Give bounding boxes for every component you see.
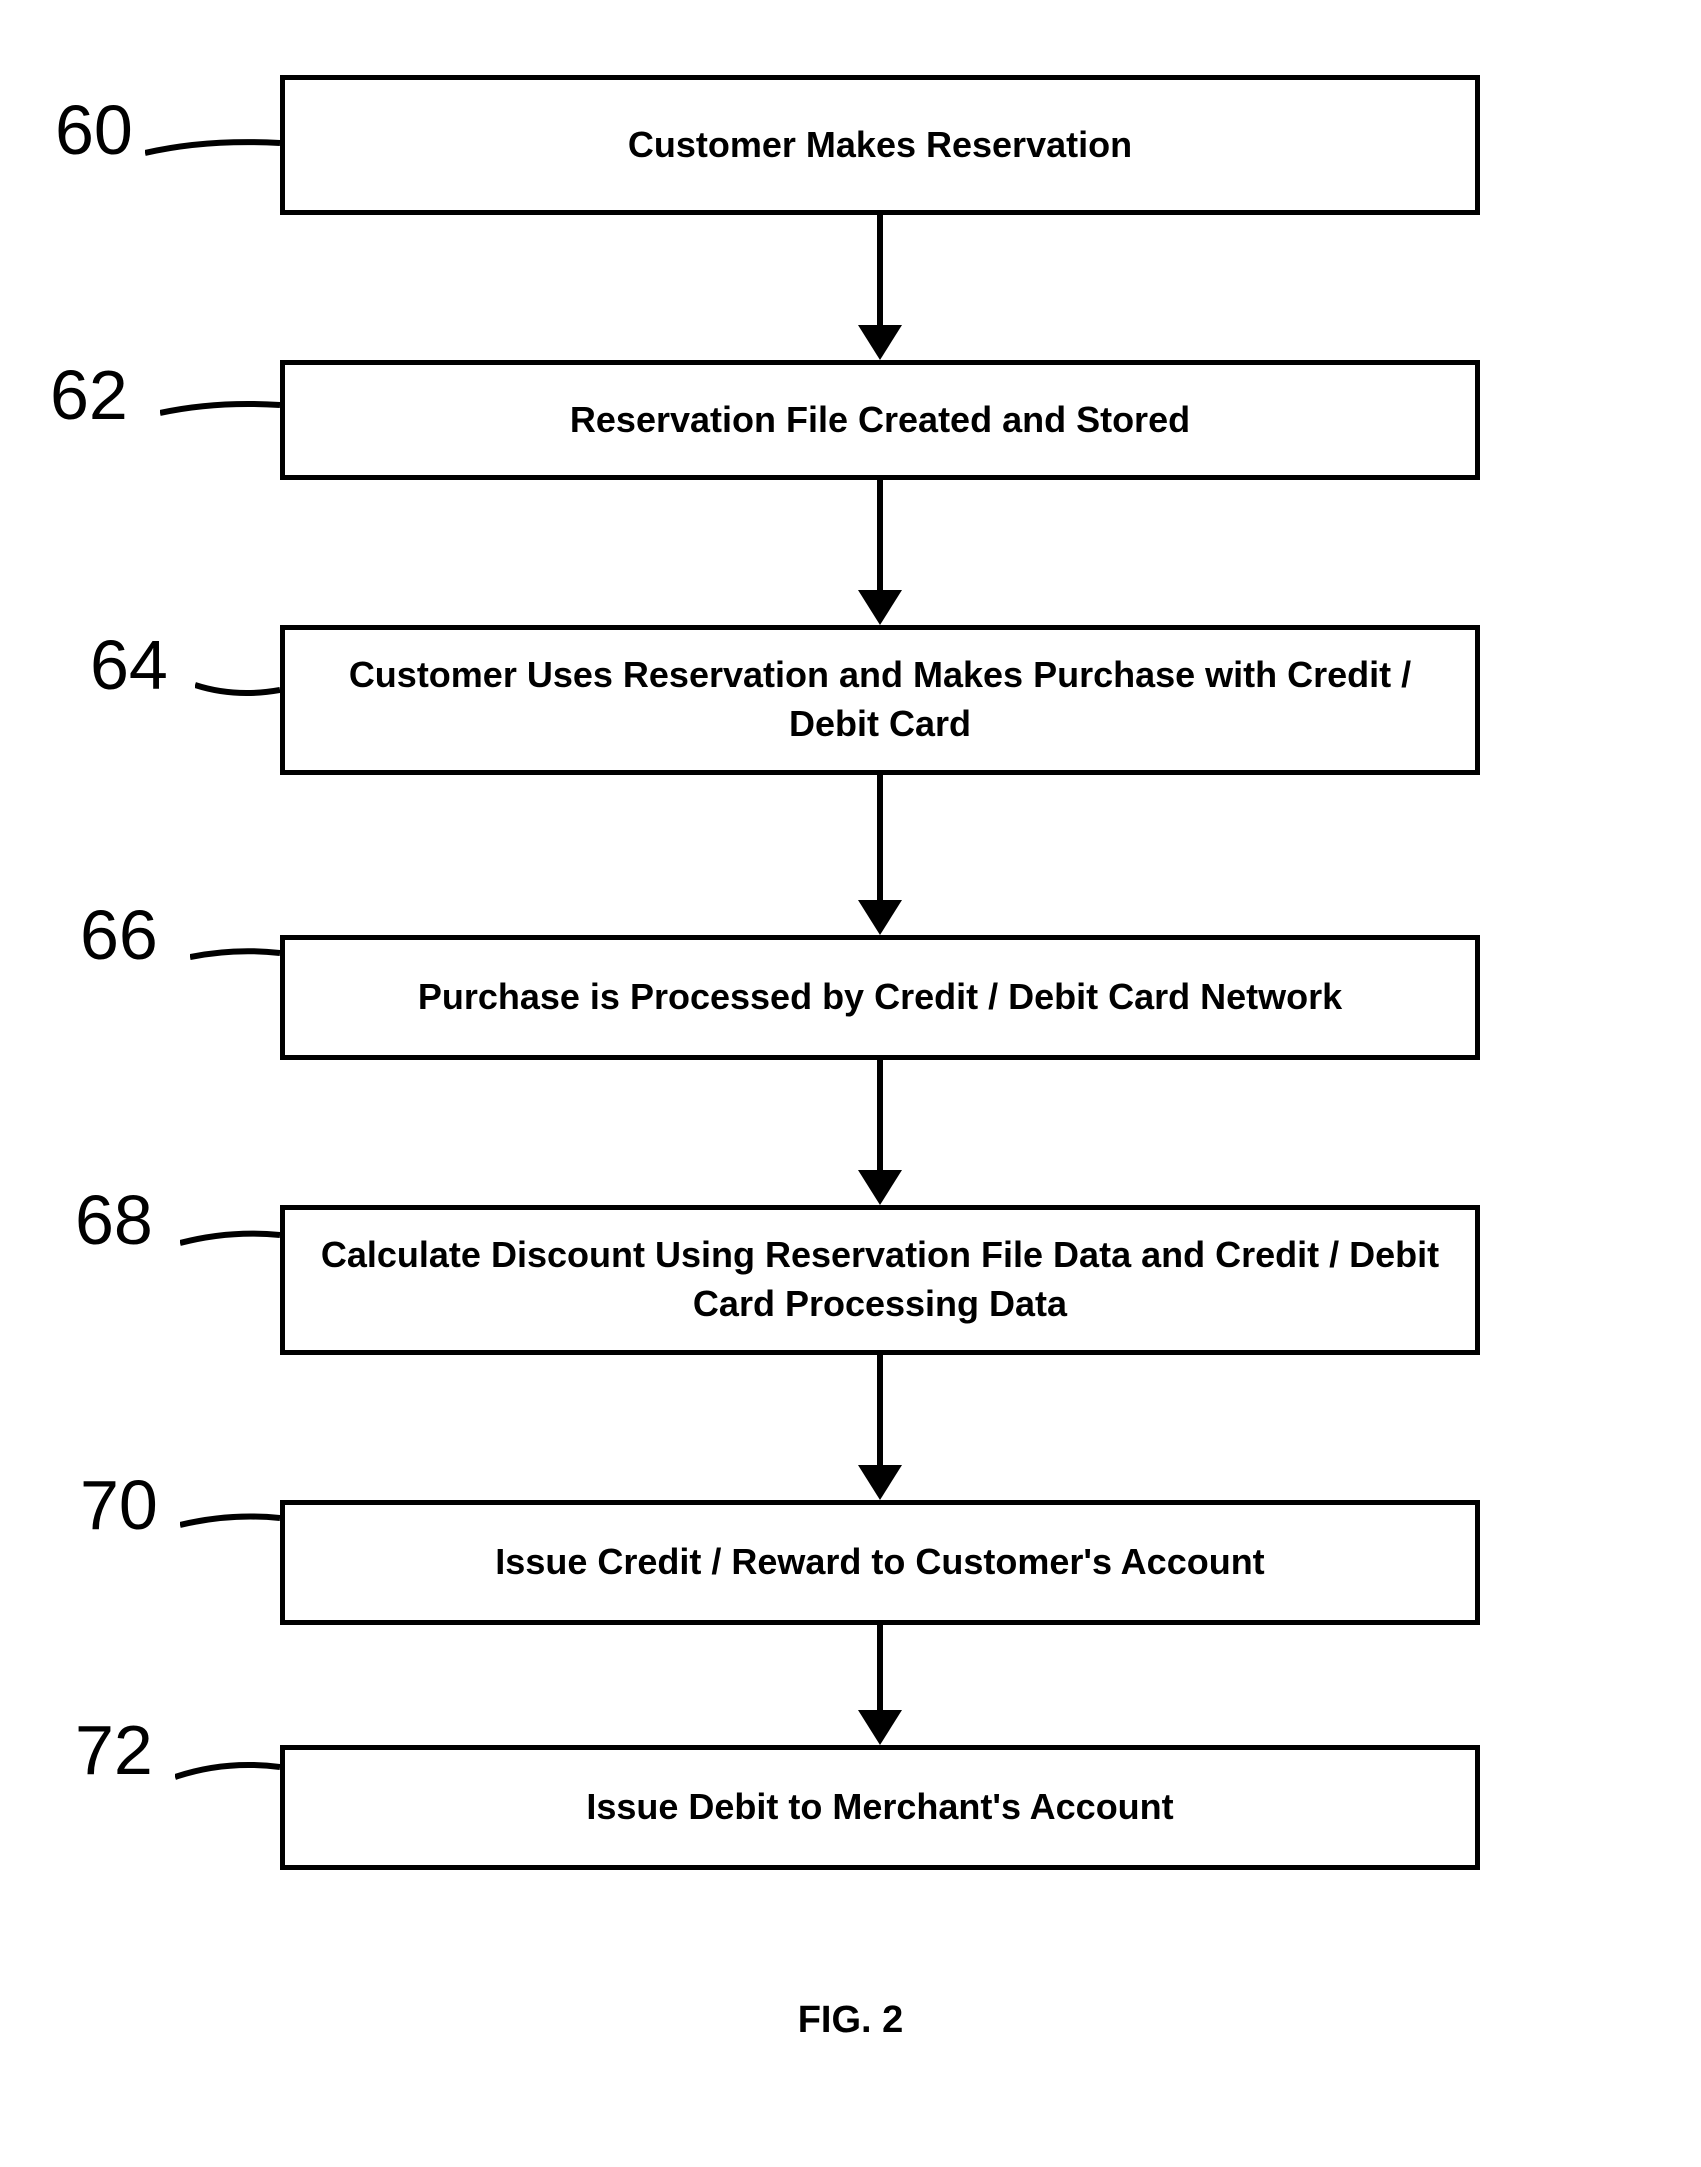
ref-label: 66 — [80, 895, 158, 975]
flowchart-arrow — [280, 1625, 1480, 1745]
flowchart-container: Customer Makes Reservation Reservation F… — [280, 75, 1500, 1870]
flowchart-step: Customer Makes Reservation — [280, 75, 1500, 360]
flowchart-step: Issue Debit to Merchant's Account — [280, 1745, 1500, 1870]
flowchart-arrow — [280, 1355, 1480, 1500]
ref-connector — [180, 1225, 280, 1250]
ref-connector — [180, 1510, 280, 1535]
ref-label: 70 — [80, 1465, 158, 1545]
flowchart-step: Customer Uses Reservation and Makes Purc… — [280, 625, 1500, 935]
flowchart-step: Reservation File Created and Stored — [280, 360, 1500, 625]
box-label: Reservation File Created and Stored — [570, 396, 1190, 445]
ref-label: 72 — [75, 1710, 153, 1790]
flowchart-box: Purchase is Processed by Credit / Debit … — [280, 935, 1480, 1060]
flowchart-arrow — [280, 775, 1480, 935]
flowchart-box: Customer Makes Reservation — [280, 75, 1480, 215]
box-label: Issue Debit to Merchant's Account — [586, 1783, 1173, 1832]
box-label: Issue Credit / Reward to Customer's Acco… — [495, 1538, 1264, 1587]
ref-connector — [160, 398, 280, 423]
flowchart-step: Issue Credit / Reward to Customer's Acco… — [280, 1500, 1500, 1745]
ref-label: 62 — [50, 355, 128, 435]
box-label: Customer Uses Reservation and Makes Purc… — [315, 651, 1445, 748]
flowchart-step: Calculate Discount Using Reservation Fil… — [280, 1205, 1500, 1500]
figure-caption: FIG. 2 — [798, 1999, 904, 2042]
ref-connector — [175, 1755, 280, 1785]
flowchart-box: Reservation File Created and Stored — [280, 360, 1480, 480]
ref-label: 64 — [90, 625, 168, 705]
box-label: Calculate Discount Using Reservation Fil… — [315, 1231, 1445, 1328]
flowchart-arrow — [280, 1060, 1480, 1205]
flowchart-arrow — [280, 215, 1480, 360]
flowchart-box: Calculate Discount Using Reservation Fil… — [280, 1205, 1480, 1355]
ref-connector — [145, 135, 280, 165]
flowchart-step: Purchase is Processed by Credit / Debit … — [280, 935, 1500, 1205]
box-label: Customer Makes Reservation — [628, 121, 1132, 170]
box-label: Purchase is Processed by Credit / Debit … — [418, 973, 1342, 1022]
ref-label: 60 — [55, 90, 133, 170]
flowchart-arrow — [280, 480, 1480, 625]
ref-label: 68 — [75, 1180, 153, 1260]
flowchart-box: Customer Uses Reservation and Makes Purc… — [280, 625, 1480, 775]
ref-connector — [190, 945, 280, 965]
ref-connector — [195, 680, 280, 705]
flowchart-box: Issue Debit to Merchant's Account — [280, 1745, 1480, 1870]
flowchart-box: Issue Credit / Reward to Customer's Acco… — [280, 1500, 1480, 1625]
